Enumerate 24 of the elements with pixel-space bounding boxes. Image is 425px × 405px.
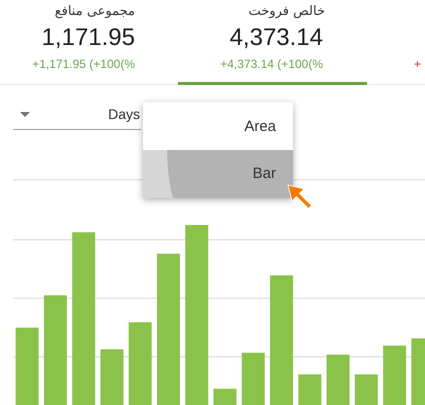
text: +4,373.14 (+100(% (220, 57, 323, 71)
bar (242, 352, 265, 405)
bar (156, 254, 180, 405)
menu-item: Area (143, 102, 293, 150)
text: خالص فروخت (248, 4, 325, 19)
bar (185, 225, 208, 405)
text: 1,171.95 (42, 24, 135, 51)
text: + (414, 57, 422, 71)
bar (270, 275, 294, 405)
bar (298, 374, 322, 405)
text: +1,171.95 (+100(% (32, 57, 135, 71)
bar (16, 328, 39, 405)
bar (354, 374, 378, 405)
bar (128, 322, 152, 405)
text: مجموعی منافع (54, 4, 135, 19)
bar (72, 232, 96, 405)
bar (100, 349, 124, 405)
menu-item: Bar (143, 150, 293, 198)
bar (383, 346, 406, 405)
bar (44, 295, 67, 405)
bar (326, 354, 350, 405)
text: 4,373.14 (230, 24, 323, 51)
bar (214, 388, 236, 405)
select-field: Days (13, 104, 141, 130)
